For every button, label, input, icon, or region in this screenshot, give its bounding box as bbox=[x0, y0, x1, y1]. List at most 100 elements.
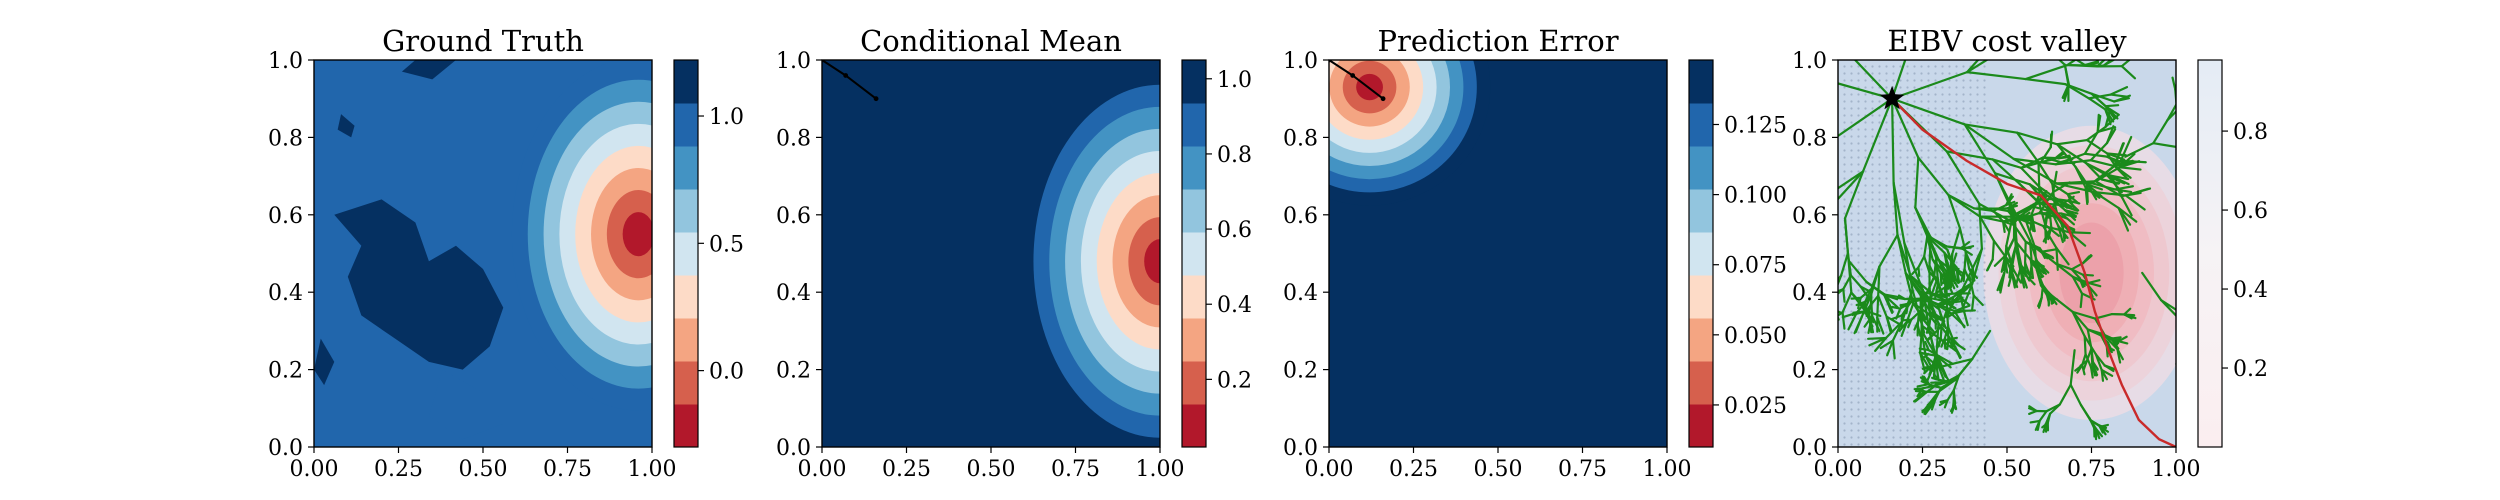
tree-branch bbox=[1938, 362, 1954, 369]
tree-branch bbox=[1774, 286, 1777, 302]
tree-branch bbox=[1965, 60, 1980, 74]
tree-branch bbox=[1725, 232, 1740, 239]
x-tick-label: 0.25 bbox=[1898, 457, 1947, 482]
tree-branch bbox=[1855, 294, 1873, 314]
tree-branch bbox=[2124, 142, 2155, 158]
high-patch bbox=[337, 114, 355, 138]
tree-branch bbox=[1732, 67, 1741, 74]
tree-branch bbox=[2087, 281, 2102, 288]
tree-branch bbox=[1738, 47, 1762, 53]
tree-branch bbox=[1978, 215, 1995, 242]
tree-branch bbox=[1918, 351, 1930, 356]
tree-branch bbox=[1839, 252, 1850, 277]
tree-branch bbox=[2020, 264, 2031, 282]
tree-branch bbox=[1739, 217, 1753, 220]
tree-branch bbox=[2055, 180, 2097, 185]
tree-branch bbox=[2178, 355, 2183, 364]
tree-branch bbox=[2081, 364, 2086, 376]
tree-branch bbox=[2081, 353, 2087, 367]
tree-branch bbox=[1838, 316, 1839, 318]
tree-branch bbox=[1718, 87, 1730, 93]
tree-branch bbox=[1735, 7, 1741, 16]
tree-branch bbox=[1931, 258, 1942, 275]
tree-branch bbox=[1752, 0, 1760, 4]
tree-branch bbox=[2001, 220, 2006, 234]
tree-branch bbox=[1774, 31, 1802, 44]
colorbar-segment bbox=[1182, 318, 1206, 362]
tree-branch bbox=[2103, 364, 2115, 373]
tree-branch bbox=[2125, 41, 2141, 48]
tree-branch bbox=[1740, 215, 1755, 232]
tree-branch bbox=[2037, 296, 2043, 308]
tree-branch bbox=[2033, 246, 2038, 271]
tree-branch bbox=[1846, 252, 1852, 277]
tree-branch bbox=[1737, 68, 1739, 83]
tree-branch bbox=[1757, 0, 1766, 1]
colorbar-segment bbox=[674, 103, 698, 147]
tree-branch bbox=[2038, 410, 2048, 423]
tree-branch bbox=[1780, 0, 1802, 31]
y-tick-label: 0.6 bbox=[268, 204, 303, 229]
tree-branch bbox=[1735, 68, 1740, 80]
tree-branch bbox=[1768, 237, 1770, 255]
tree-branch bbox=[2109, 85, 2129, 96]
tree-branch bbox=[1729, 232, 1740, 242]
tree-branch bbox=[2016, 131, 2059, 146]
tree-branch bbox=[2109, 174, 2130, 181]
tree-branch bbox=[1953, 309, 1966, 329]
tree-branch bbox=[1926, 235, 1934, 261]
tree-branch bbox=[1709, 37, 1724, 44]
tree-branch bbox=[1945, 252, 1958, 288]
level-band bbox=[1144, 239, 1160, 284]
x-axis: 0.00 0.25 0.50 0.75 1.00 bbox=[798, 447, 1184, 482]
tree-branch bbox=[1715, 147, 1726, 152]
tree-branch bbox=[1738, 84, 1746, 92]
tree-branch bbox=[1841, 311, 1846, 330]
tree-branch bbox=[2045, 294, 2051, 305]
tree-branch bbox=[2046, 291, 2074, 313]
tree-branch bbox=[1971, 329, 1992, 361]
colorbar-segment bbox=[1182, 361, 1206, 405]
tree-branch bbox=[2086, 328, 2103, 337]
tree-branch bbox=[1735, 234, 1742, 246]
x-tick-label: 0.25 bbox=[374, 457, 423, 482]
tree-branch bbox=[2085, 183, 2104, 191]
tree-branch bbox=[2058, 383, 2072, 406]
mid-patch bbox=[428, 369, 504, 440]
tree-branch bbox=[1911, 266, 1920, 276]
tree-branch bbox=[1745, 233, 1757, 240]
tree-branch bbox=[2014, 268, 2022, 287]
tree-branch bbox=[1755, 247, 1775, 249]
tree-branch bbox=[1756, 44, 1774, 56]
tree-branch bbox=[1899, 301, 1912, 310]
colorbar-segment bbox=[674, 189, 698, 233]
tree-branch bbox=[1916, 324, 1922, 337]
tree-branch bbox=[1931, 381, 1940, 389]
tree-branch bbox=[2082, 255, 2091, 265]
y-tick-label: 0.2 bbox=[1283, 359, 1318, 384]
tree-branch bbox=[1753, 59, 1771, 64]
colorbar-segment bbox=[674, 60, 698, 104]
tree-branch bbox=[1741, 242, 1756, 249]
tree-branch bbox=[2189, 318, 2192, 328]
colorbar-segment bbox=[1182, 146, 1206, 190]
tree-branch bbox=[1734, 51, 1751, 53]
tree-branch bbox=[2074, 165, 2089, 186]
tree-branch bbox=[1911, 288, 1924, 327]
tree-branch bbox=[1736, 84, 1746, 85]
tree-branch bbox=[1723, 51, 1735, 55]
tree-branch bbox=[1838, 287, 1845, 295]
tree-branch bbox=[1876, 316, 1885, 335]
tree-branch bbox=[1946, 306, 1965, 319]
tree-branch bbox=[1923, 377, 1931, 387]
tree-branch bbox=[1842, 287, 1846, 303]
tree-branch bbox=[1950, 339, 1962, 359]
tree-branch bbox=[2183, 355, 2185, 366]
chart-title: Conditional Mean bbox=[860, 24, 1122, 58]
tree-branch bbox=[1726, 29, 1736, 31]
colorbar bbox=[673, 59, 699, 448]
tree-branch bbox=[1756, 229, 1769, 242]
tree-branch bbox=[1986, 258, 1994, 272]
tree-branch bbox=[1713, 145, 1726, 147]
tree-branch bbox=[1709, 0, 1723, 3]
